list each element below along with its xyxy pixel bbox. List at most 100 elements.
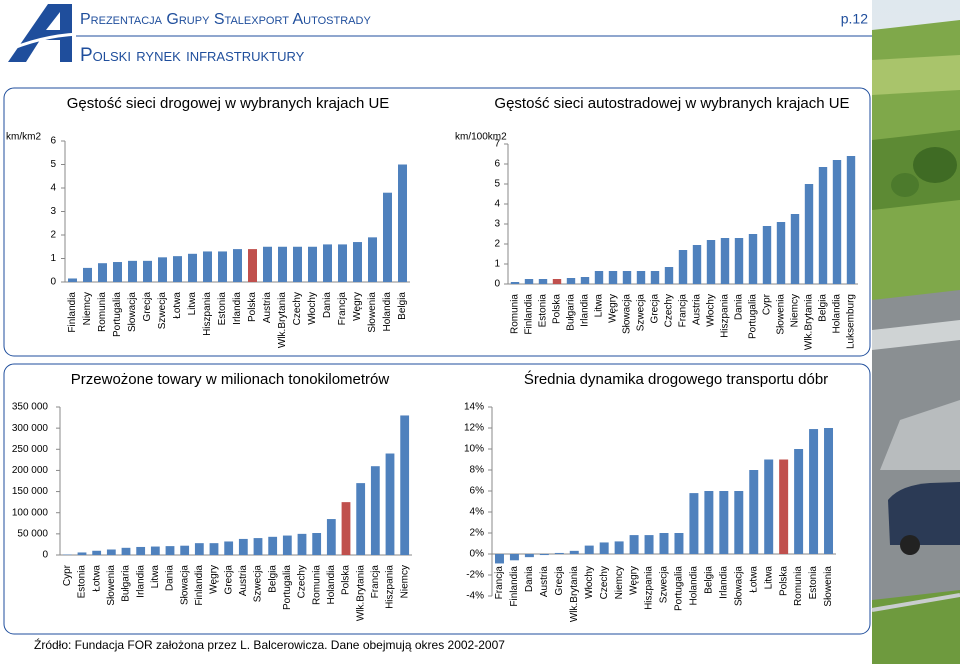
bar xyxy=(832,160,842,284)
bar xyxy=(368,237,377,282)
x-tick-label: Czechy xyxy=(292,292,303,325)
x-tick-label: Estonia xyxy=(808,566,819,600)
x-tick-label: Holandia xyxy=(832,294,843,334)
x-tick-label: Francja xyxy=(678,294,689,328)
bar xyxy=(356,483,366,555)
y-tick-label: 1 xyxy=(494,259,500,270)
y-tick-label: 100 000 xyxy=(12,507,49,518)
bar xyxy=(764,459,774,554)
bar xyxy=(719,491,729,554)
y-tick-label: 5 xyxy=(494,179,500,190)
x-tick-label: Niemcy xyxy=(82,292,93,325)
x-tick-label: Wlk.Brytania xyxy=(569,566,580,623)
x-tick-label: Estonia xyxy=(217,292,228,326)
y-tick-label: 2 xyxy=(50,230,56,241)
y-tick-label: 350 000 xyxy=(12,402,49,413)
bar xyxy=(636,271,646,284)
bar xyxy=(584,545,594,554)
x-tick-label: Słowacja xyxy=(179,565,190,605)
bar xyxy=(238,538,248,555)
x-tick-label: Litwa xyxy=(763,566,774,590)
x-tick-label: Finlandia xyxy=(524,294,535,335)
bar xyxy=(98,263,107,282)
bar xyxy=(121,547,131,555)
bar xyxy=(824,428,834,554)
bar xyxy=(704,491,714,554)
y-tick-label: 6 xyxy=(50,136,56,147)
x-tick-label: Luksemburg xyxy=(846,294,857,349)
bar xyxy=(689,493,699,554)
y-tick-label: 4 xyxy=(50,183,56,194)
x-tick-label: Austria xyxy=(539,566,550,598)
x-tick-label: Irlandia xyxy=(135,565,146,598)
bar xyxy=(650,271,660,284)
bar xyxy=(209,543,219,555)
x-tick-label: Romunia xyxy=(510,294,521,334)
y-tick-label: 300 000 xyxy=(12,423,49,434)
bar xyxy=(383,192,392,282)
bar xyxy=(113,262,122,282)
y-tick-label: 7 xyxy=(494,139,500,150)
x-tick-label: Bułgaria xyxy=(566,294,577,331)
y-tick-label: 2 xyxy=(494,239,500,250)
x-tick-label: Polska xyxy=(552,294,563,324)
bar xyxy=(128,260,137,282)
bar xyxy=(165,546,175,555)
y-tick-label: 0 xyxy=(494,279,500,290)
y-tick-label: 0 xyxy=(50,277,56,288)
x-tick-label: Portugalia xyxy=(282,565,293,610)
bar xyxy=(398,164,407,282)
x-tick-label: Dania xyxy=(165,565,176,592)
x-tick-label: Węgry xyxy=(608,294,619,323)
x-tick-label: Grecja xyxy=(554,566,565,596)
x-tick-label: Litwa xyxy=(594,294,605,318)
y-axis-label: km/km2 xyxy=(6,132,41,143)
bar xyxy=(83,267,92,282)
bar xyxy=(188,253,197,282)
x-tick-label: Łotwa xyxy=(748,566,759,593)
bar xyxy=(180,545,190,555)
y-tick-label: 12% xyxy=(464,423,484,434)
bar xyxy=(659,533,669,554)
x-tick-label: Bułgaria xyxy=(121,565,132,602)
bar xyxy=(106,549,116,555)
x-tick-label: Szwecja xyxy=(659,566,670,604)
bar xyxy=(779,459,789,554)
bar xyxy=(846,156,856,284)
bar xyxy=(664,267,674,284)
chart-frame xyxy=(3,363,871,635)
x-tick-label: Włochy xyxy=(307,292,318,325)
x-tick-label: Holandia xyxy=(689,566,700,606)
y-tick-label: 4% xyxy=(470,507,485,518)
x-tick-label: Finlandia xyxy=(509,566,520,607)
x-tick-label: Romunia xyxy=(97,292,108,332)
bar xyxy=(734,491,744,554)
bar xyxy=(233,249,242,282)
logo xyxy=(3,4,79,62)
page-number: p.12 xyxy=(841,11,868,27)
company-name: Prezentacja Grupy Stalexport Autostrady xyxy=(80,11,371,28)
y-tick-label: 8% xyxy=(470,465,485,476)
x-tick-label: Czechy xyxy=(297,565,308,598)
bar xyxy=(150,546,160,555)
y-tick-label: 6% xyxy=(470,486,485,497)
x-tick-label: Litwa xyxy=(187,292,198,316)
section-title: Polski rynek infrastruktury xyxy=(80,45,305,66)
bar xyxy=(539,554,549,556)
bar xyxy=(524,554,534,558)
x-tick-label: Belgia xyxy=(267,565,278,593)
y-tick-label: 0 xyxy=(42,550,48,561)
x-tick-label: Wlk.Brytania xyxy=(277,292,288,349)
x-tick-label: Romunia xyxy=(793,566,804,606)
x-tick-label: Litwa xyxy=(150,565,161,589)
y-tick-label: 3 xyxy=(50,206,56,217)
bar xyxy=(749,470,759,554)
y-tick-label: 200 000 xyxy=(12,465,49,476)
bar xyxy=(554,552,564,554)
bar xyxy=(818,167,828,284)
y-tick-label: 3 xyxy=(494,219,500,230)
bar xyxy=(776,222,786,284)
x-tick-label: Finlandia xyxy=(67,292,78,333)
x-tick-label: Francja xyxy=(337,292,348,326)
